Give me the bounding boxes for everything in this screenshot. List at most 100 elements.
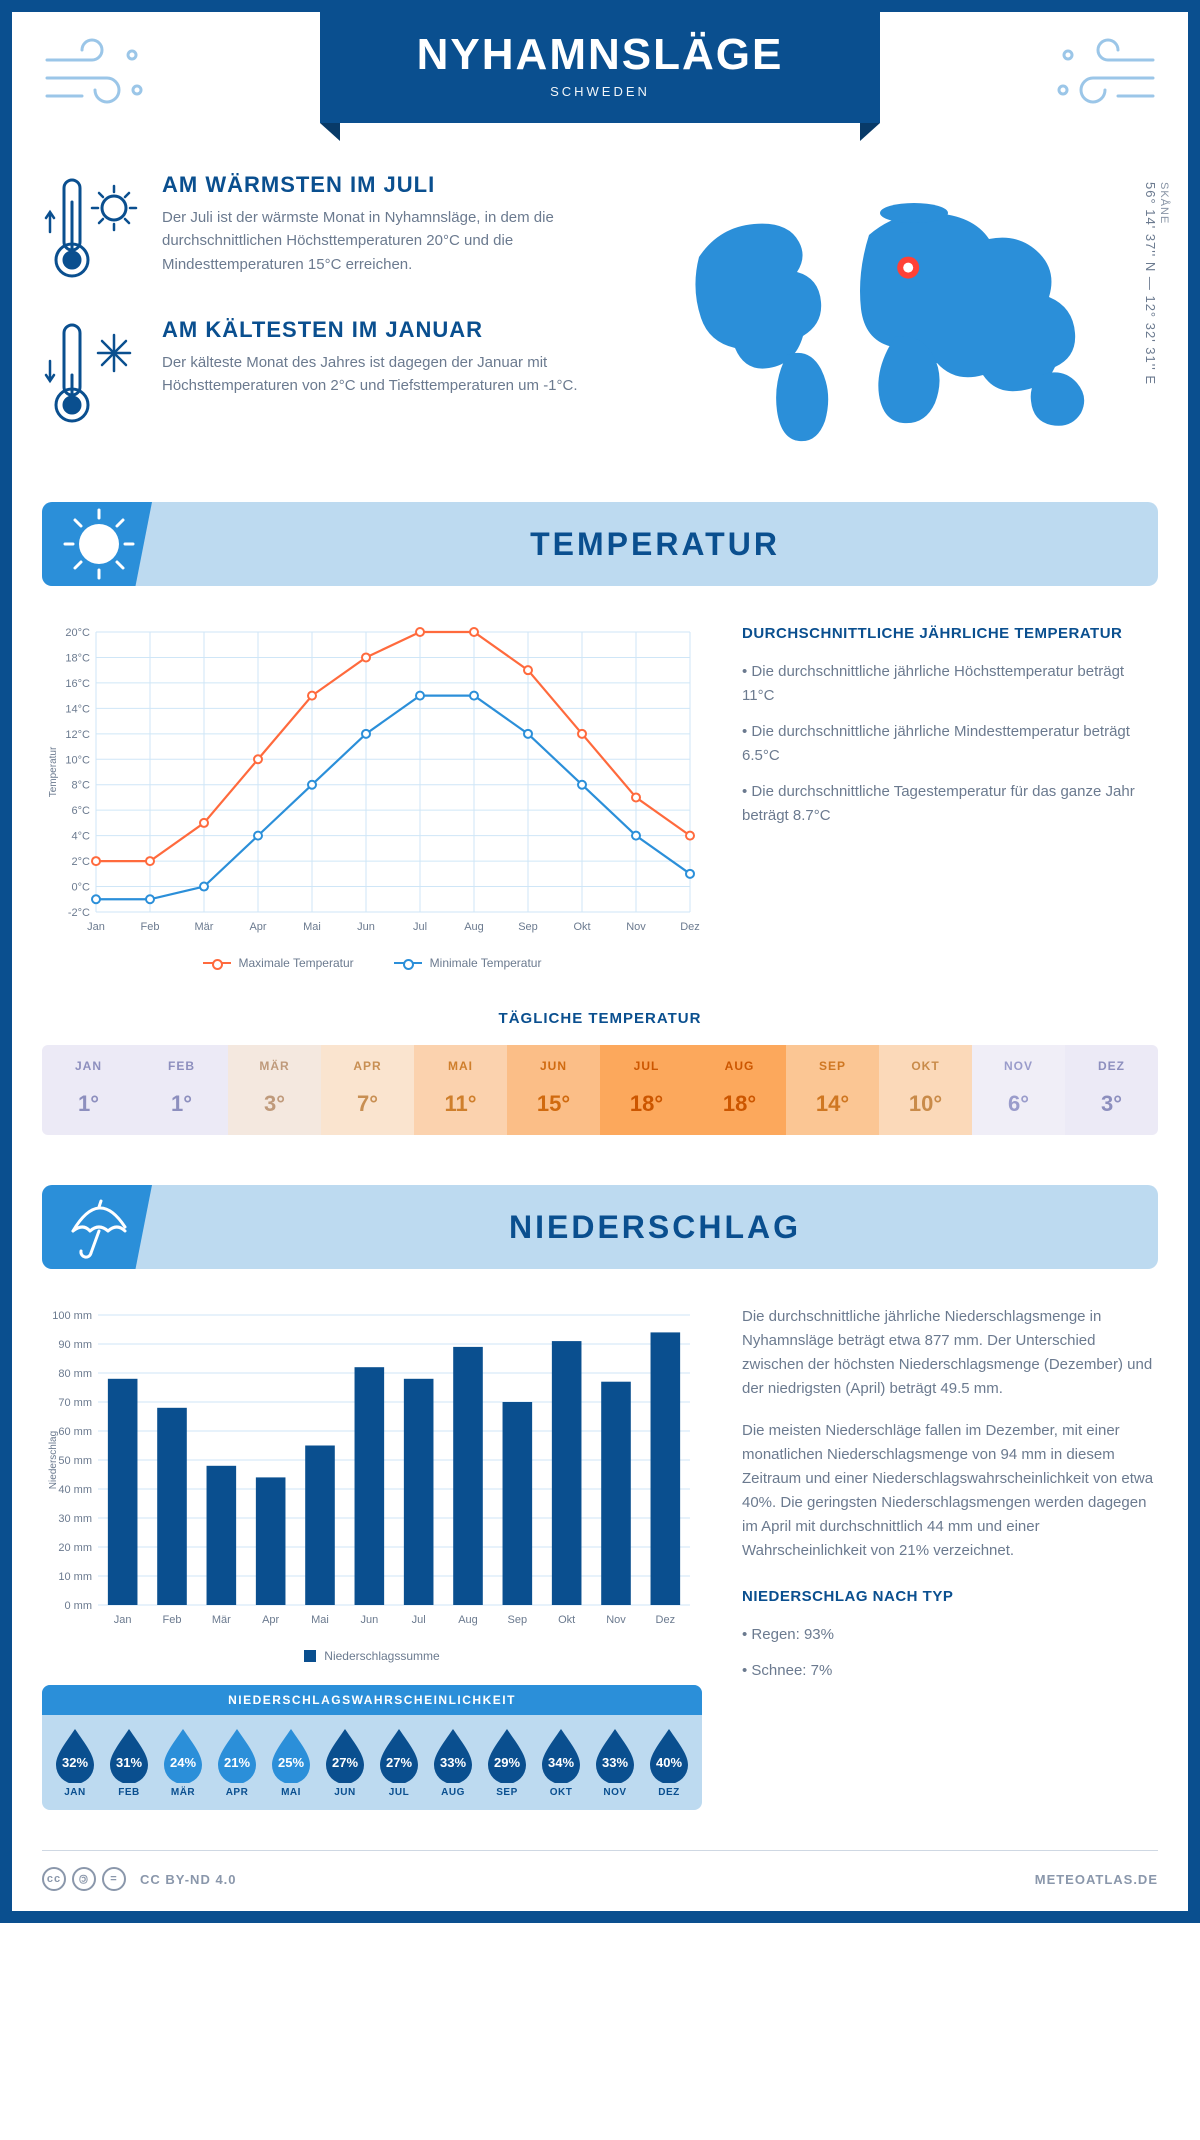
precip-drop: 25%MAI (268, 1727, 314, 1798)
svg-text:29%: 29% (494, 1755, 520, 1770)
legend-min: Minimale Temperatur (430, 956, 542, 970)
svg-text:12°C: 12°C (65, 729, 90, 741)
thermometer-sun-icon (42, 172, 142, 287)
precip-drop: 40%DEZ (646, 1727, 692, 1798)
precipitation-chart-row: 0 mm10 mm20 mm30 mm40 mm50 mm60 mm70 mm8… (42, 1305, 1158, 1810)
precip-drop: 21%APR (214, 1727, 260, 1798)
svg-text:10°C: 10°C (65, 754, 90, 766)
daily-temp-cell: JUL18° (600, 1045, 693, 1135)
svg-text:Jun: Jun (357, 921, 375, 933)
svg-text:27%: 27% (386, 1755, 412, 1770)
daily-temp-cell: JAN1° (42, 1045, 135, 1135)
svg-text:Jul: Jul (413, 921, 427, 933)
daily-temp-table: JAN1°FEB1°MÄR3°APR7°MAI11°JUN15°JUL18°AU… (42, 1045, 1158, 1135)
svg-text:Dez: Dez (680, 921, 700, 933)
svg-text:Mär: Mär (195, 921, 214, 933)
precip-type-item: Regen: 93% (742, 1623, 1158, 1647)
svg-text:18°C: 18°C (65, 652, 90, 664)
svg-text:Mai: Mai (303, 921, 321, 933)
svg-text:Aug: Aug (464, 921, 484, 933)
svg-text:Dez: Dez (656, 1614, 676, 1626)
cc-icon: cc (42, 1867, 66, 1891)
precip-drop: 32%JAN (52, 1727, 98, 1798)
svg-text:Jul: Jul (412, 1614, 426, 1626)
daily-temp-cell: JUN15° (507, 1045, 600, 1135)
svg-text:90 mm: 90 mm (58, 1339, 92, 1351)
brand-text: METEOATLAS.DE (1035, 1872, 1158, 1887)
footer: cc 🄯 = CC BY-ND 4.0 METEOATLAS.DE (42, 1850, 1158, 1891)
precip-drop: 24%MÄR (160, 1727, 206, 1798)
svg-text:Sep: Sep (518, 921, 538, 933)
precip-text-1: Die durchschnittliche jährliche Niedersc… (742, 1305, 1158, 1401)
daily-temp-cell: AUG18° (693, 1045, 786, 1135)
temperature-section-header: TEMPERATUR (42, 502, 1158, 586)
precip-drop: 27%JUN (322, 1727, 368, 1798)
svg-text:32%: 32% (62, 1755, 88, 1770)
svg-text:Okt: Okt (558, 1614, 575, 1626)
daily-temp-cell: OKT10° (879, 1045, 972, 1135)
daily-temp-cell: MAI11° (414, 1045, 507, 1135)
svg-text:Niederschlag: Niederschlag (48, 1431, 59, 1489)
precipitation-legend: Niederschlagssumme (42, 1649, 702, 1663)
temperature-summary: DURCHSCHNITTLICHE JÄHRLICHE TEMPERATUR D… (742, 622, 1158, 970)
daily-temp-cell: MÄR3° (228, 1045, 321, 1135)
region-label: SKÅNE (1158, 182, 1170, 379)
legend-max: Maximale Temperatur (239, 956, 354, 970)
warmest-fact: AM WÄRMSTEN IM JULI Der Juli ist der wär… (42, 172, 611, 287)
precip-drop: 33%AUG (430, 1727, 476, 1798)
svg-text:80 mm: 80 mm (58, 1368, 92, 1380)
svg-text:34%: 34% (548, 1755, 574, 1770)
precip-drop: 29%SEP (484, 1727, 530, 1798)
svg-text:50 mm: 50 mm (58, 1455, 92, 1467)
svg-text:20 mm: 20 mm (58, 1542, 92, 1554)
license: cc 🄯 = CC BY-ND 4.0 (42, 1867, 237, 1891)
svg-text:40%: 40% (656, 1755, 682, 1770)
wind-icon (42, 30, 152, 125)
header: NYHAMNSLÄGE SCHWEDEN (42, 12, 1158, 142)
svg-text:Okt: Okt (573, 921, 590, 933)
precipitation-summary: Die durchschnittliche jährliche Niedersc… (742, 1305, 1158, 1810)
precip-type-heading: NIEDERSCHLAG NACH TYP (742, 1585, 1158, 1609)
daily-temp-cell: SEP14° (786, 1045, 879, 1135)
svg-text:Jan: Jan (114, 1614, 132, 1626)
svg-text:25%: 25% (278, 1755, 304, 1770)
svg-text:16°C: 16°C (65, 678, 90, 690)
svg-text:8°C: 8°C (72, 780, 91, 792)
svg-text:21%: 21% (224, 1755, 250, 1770)
svg-text:4°C: 4°C (72, 831, 91, 843)
precip-probability-panel: NIEDERSCHLAGSWAHRSCHEINLICHKEIT 32%JAN31… (42, 1685, 702, 1810)
temp-bullet: Die durchschnittliche jährliche Mindestt… (742, 720, 1158, 768)
precip-type-item: Schnee: 7% (742, 1659, 1158, 1683)
location-title: NYHAMNSLÄGE (360, 30, 840, 80)
precipitation-heading: NIEDERSCHLAG (152, 1209, 1158, 1246)
coords-text: 56° 14' 37'' N — 12° 32' 31'' E (1143, 182, 1158, 385)
intro-row: AM WÄRMSTEN IM JULI Der Juli ist der wär… (42, 172, 1158, 462)
precip-text-2: Die meisten Niederschläge fallen im Deze… (742, 1419, 1158, 1563)
svg-text:0°C: 0°C (72, 882, 91, 894)
svg-text:30 mm: 30 mm (58, 1513, 92, 1525)
precip-drop: 34%OKT (538, 1727, 584, 1798)
map-marker-icon (898, 257, 920, 279)
svg-text:33%: 33% (440, 1755, 466, 1770)
svg-text:Nov: Nov (606, 1614, 626, 1626)
infographic-frame: NYHAMNSLÄGE SCHWEDEN AM WÄRMSTEN IM JULI… (0, 0, 1200, 1923)
coordinates: SKÅNE 56° 14' 37'' N — 12° 32' 31'' E (1143, 182, 1170, 385)
sun-icon (42, 502, 152, 586)
precipitation-bar-chart: 0 mm10 mm20 mm30 mm40 mm50 mm60 mm70 mm8… (42, 1305, 702, 1810)
precip-drop: 27%JUL (376, 1727, 422, 1798)
daily-temp-cell: APR7° (321, 1045, 414, 1135)
svg-text:100 mm: 100 mm (52, 1310, 92, 1322)
temperature-legend: Maximale Temperatur Minimale Temperatur (42, 956, 702, 970)
svg-text:20°C: 20°C (65, 627, 90, 639)
daily-temp-cell: DEZ3° (1065, 1045, 1158, 1135)
world-map-svg (669, 187, 1129, 447)
temperature-heading: TEMPERATUR (152, 526, 1158, 563)
warmest-title: AM WÄRMSTEN IM JULI (162, 172, 611, 198)
svg-text:6°C: 6°C (72, 805, 91, 817)
daily-temp-cell: NOV6° (972, 1045, 1065, 1135)
title-banner: NYHAMNSLÄGE SCHWEDEN (320, 12, 880, 123)
umbrella-icon (42, 1185, 152, 1269)
svg-text:Jun: Jun (360, 1614, 378, 1626)
svg-text:Mär: Mär (212, 1614, 231, 1626)
precipitation-section-header: NIEDERSCHLAG (42, 1185, 1158, 1269)
